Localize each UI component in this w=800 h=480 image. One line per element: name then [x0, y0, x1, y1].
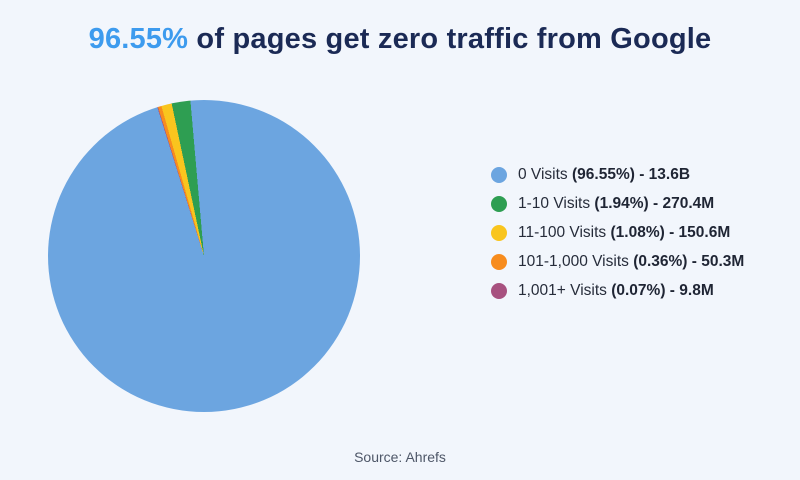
- legend-item: 1,001+ Visits (0.07%) - 9.8M: [491, 282, 744, 300]
- legend-text: 101-1,000 Visits (0.36%) - 50.3M: [518, 253, 744, 271]
- pie-chart: [48, 100, 360, 412]
- legend-item: 0 Visits (96.55%) - 13.6B: [491, 166, 744, 184]
- legend-swatch-icon: [491, 196, 507, 212]
- legend-swatch-icon: [491, 254, 507, 270]
- legend-label: 101-1,000 Visits: [518, 253, 629, 270]
- legend-item: 101-1,000 Visits (0.36%) - 50.3M: [491, 253, 744, 271]
- legend-text: 0 Visits (96.55%) - 13.6B: [518, 166, 690, 184]
- legend-label: 11-100 Visits: [518, 224, 607, 241]
- title-rest: of pages get zero traffic from Google: [188, 23, 712, 55]
- legend-text: 1-10 Visits (1.94%) - 270.4M: [518, 195, 714, 213]
- legend-text: 1,001+ Visits (0.07%) - 9.8M: [518, 282, 714, 300]
- page-title: 96.55% of pages get zero traffic from Go…: [0, 20, 800, 58]
- legend-item: 11-100 Visits (1.08%) - 150.6M: [491, 224, 744, 242]
- legend-swatch-icon: [491, 167, 507, 183]
- legend-label: 1-10 Visits: [518, 195, 591, 212]
- legend: 0 Visits (96.55%) - 13.6B 1-10 Visits (1…: [491, 166, 744, 300]
- legend-detail: (1.94%) - 270.4M: [594, 195, 715, 212]
- legend-swatch-icon: [491, 283, 507, 299]
- title-highlight: 96.55%: [88, 23, 189, 55]
- source-attribution: Source: Ahrefs: [354, 449, 446, 465]
- legend-text: 11-100 Visits (1.08%) - 150.6M: [518, 224, 730, 242]
- legend-detail: (0.07%) - 9.8M: [611, 282, 714, 299]
- legend-detail: (96.55%) - 13.6B: [572, 166, 691, 183]
- legend-detail: (1.08%) - 150.6M: [610, 224, 731, 241]
- legend-swatch-icon: [491, 225, 507, 241]
- legend-label: 1,001+ Visits: [518, 282, 607, 299]
- legend-detail: (0.36%) - 50.3M: [633, 253, 745, 270]
- legend-item: 1-10 Visits (1.94%) - 270.4M: [491, 195, 744, 213]
- legend-label: 0 Visits: [518, 166, 568, 183]
